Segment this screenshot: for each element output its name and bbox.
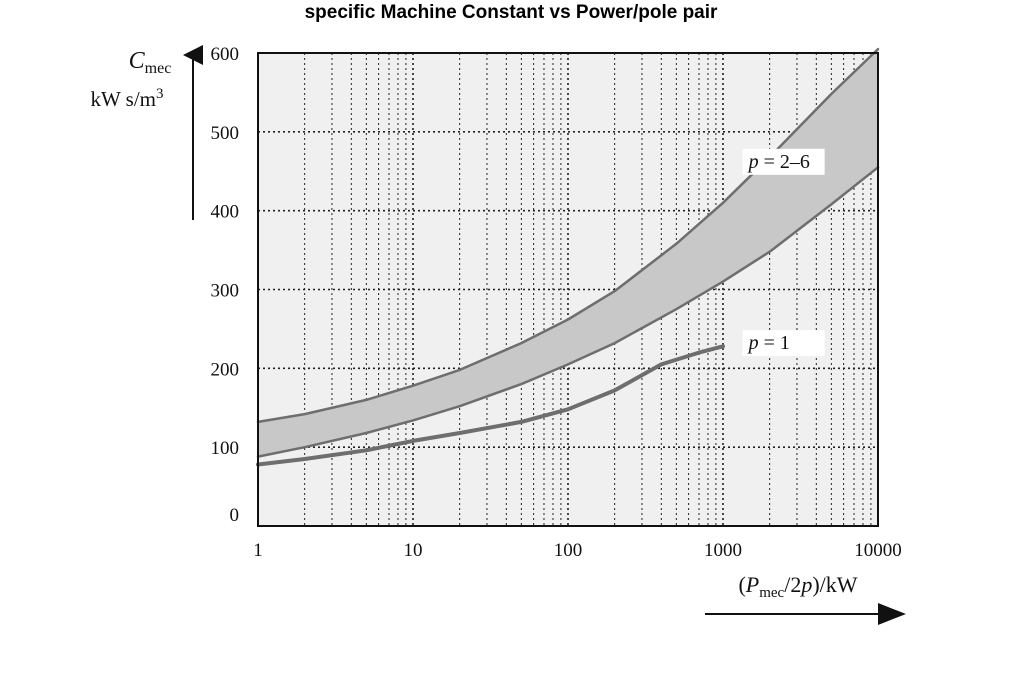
- x-tick-label: 1000: [704, 540, 742, 561]
- series-line-2: [256, 166, 880, 458]
- y-axis-unit-superscript: 3: [156, 86, 164, 102]
- x-axis-italic: p: [799, 572, 812, 597]
- annotations: p = 2–6p = 1: [742, 148, 825, 357]
- x-tick-label: 100: [554, 540, 583, 561]
- annotation-label: p = 2–6: [747, 151, 810, 173]
- y-tick-labels: 0 100 200 300 400 500 600: [211, 44, 240, 526]
- y-tick-label: 500: [211, 123, 240, 144]
- x-axis-arrow: [705, 603, 906, 625]
- svg-text:kW s/m3: kW s/m3: [90, 86, 163, 111]
- band-p-2-6: [258, 49, 878, 457]
- annotation-italic: p: [747, 332, 759, 354]
- y-tick-label: 100: [211, 438, 240, 459]
- y-axis-subscript: mec: [145, 60, 172, 77]
- annotation-label: p = 1: [747, 332, 790, 354]
- y-tick-label: 600: [211, 44, 240, 65]
- x-tick-label: 1: [253, 540, 263, 561]
- x-axis-symbol: P: [745, 572, 759, 597]
- x-axis-label: (Pmec/2p)/kW: [738, 572, 857, 601]
- svg-text:Cmec: Cmec: [129, 48, 172, 77]
- y-tick-label: 0: [230, 505, 240, 526]
- annotation-text: = 2–6: [759, 151, 810, 173]
- x-axis-close: )/kW: [812, 572, 857, 597]
- y-tick-label: 300: [211, 281, 240, 302]
- annotation-background: [742, 330, 825, 357]
- plot-frame: [257, 52, 879, 527]
- y-axis-symbol: C: [129, 48, 146, 74]
- y-axis-label: Cmec kW s/m3: [90, 48, 171, 111]
- annotation-italic: p: [747, 151, 759, 173]
- series-line-3: [256, 344, 725, 467]
- chart-title: specific Machine Constant vs Power/pole …: [305, 2, 718, 23]
- y-tick-label: 200: [211, 359, 240, 380]
- x-tick-labels: 1 10 100 1000 10000: [253, 540, 902, 561]
- x-axis-rest: /2: [784, 572, 801, 597]
- y-axis-unit: kW s/m: [90, 87, 156, 111]
- annotation-background: [742, 148, 825, 175]
- y-tick-label: 400: [211, 202, 240, 223]
- x-tick-label: 10: [404, 540, 423, 561]
- x-axis-subscript: mec: [759, 585, 784, 601]
- annotation-text: = 1: [759, 332, 790, 354]
- svg-text:(Pmec/2p)/kW: (Pmec/2p)/kW: [738, 572, 857, 601]
- x-tick-label: 10000: [854, 540, 902, 561]
- x-axis-open: (: [738, 572, 745, 597]
